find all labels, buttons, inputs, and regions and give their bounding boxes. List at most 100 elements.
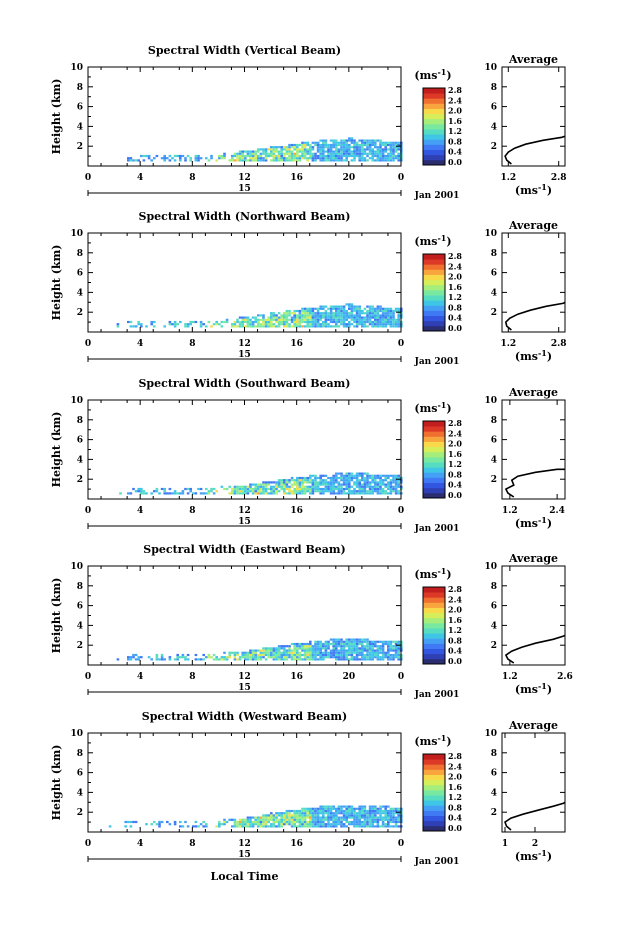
heatmap-cell bbox=[225, 820, 229, 824]
heatmap-cell bbox=[280, 479, 283, 482]
heatmap-cell bbox=[392, 141, 395, 144]
heatmap-cell bbox=[319, 656, 322, 659]
heatmap-cell bbox=[368, 658, 372, 661]
heatmap-cell bbox=[350, 809, 354, 813]
heatmap-cell bbox=[280, 159, 283, 162]
heatmap-cell bbox=[290, 146, 294, 149]
heatmap-cell bbox=[392, 320, 395, 324]
heatmap-cell bbox=[314, 479, 317, 482]
heatmap-cell bbox=[285, 146, 289, 149]
heatmap-cell bbox=[254, 157, 257, 160]
heatmap-cell bbox=[267, 483, 270, 486]
heatmap-cell bbox=[316, 485, 320, 488]
colorbar-tick-label: 1.2 bbox=[448, 292, 462, 302]
heatmap-cell bbox=[228, 818, 231, 821]
heatmap-cell bbox=[296, 146, 299, 149]
heatmap-cell bbox=[275, 483, 278, 486]
heatmap-cell bbox=[316, 481, 320, 484]
profile-title: Average bbox=[508, 386, 558, 399]
heatmap-cell bbox=[376, 152, 380, 155]
heatmap-cell bbox=[389, 642, 393, 646]
heatmap-cell bbox=[345, 146, 348, 149]
heatmap-cell bbox=[298, 823, 302, 826]
heatmap-cell bbox=[176, 658, 179, 661]
colorbar-segment bbox=[423, 779, 445, 786]
heatmap-cell bbox=[246, 818, 250, 821]
heatmap-cell bbox=[322, 814, 325, 817]
heatmap-cell bbox=[264, 323, 268, 326]
heatmap-cell bbox=[168, 159, 172, 162]
heatmap-cell bbox=[337, 487, 341, 491]
heatmap-cell bbox=[270, 154, 273, 158]
heatmap-cell bbox=[223, 820, 226, 824]
heatmap-cell bbox=[173, 320, 177, 324]
heatmap-cell bbox=[288, 152, 291, 155]
heatmap-cell bbox=[249, 483, 252, 486]
heatmap-cell bbox=[251, 157, 255, 160]
heatmap-cell bbox=[272, 318, 276, 321]
colorbar-unit: (ms-1) bbox=[414, 400, 451, 415]
heatmap-cell bbox=[358, 485, 361, 488]
heatmap-cell bbox=[324, 487, 328, 491]
heatmap-cell bbox=[262, 316, 265, 319]
heatmap-cell bbox=[374, 159, 377, 162]
heatmap-cell bbox=[394, 485, 398, 488]
heatmap-cell bbox=[314, 653, 317, 657]
heatmap-cell bbox=[394, 309, 398, 313]
y-tick-label: 6 bbox=[77, 269, 83, 279]
heatmap-cell bbox=[340, 487, 343, 491]
heatmap-cell bbox=[335, 487, 338, 491]
heatmap-cell bbox=[319, 139, 322, 142]
heatmap-cell bbox=[366, 143, 369, 147]
colorbar-tick-label: 1.2 bbox=[448, 459, 462, 469]
heatmap-cell bbox=[140, 490, 143, 493]
heatmap-cell bbox=[332, 638, 335, 641]
heatmap-cell bbox=[280, 485, 283, 488]
heatmap-cell bbox=[342, 656, 346, 659]
heatmap-cell bbox=[267, 649, 270, 652]
heatmap-cell bbox=[249, 816, 252, 819]
heatmap-cell bbox=[254, 152, 257, 155]
heatmap-cell bbox=[319, 649, 322, 652]
heatmap-cell bbox=[345, 159, 348, 162]
heatmap-cell bbox=[335, 472, 338, 475]
heatmap-cell bbox=[244, 653, 247, 657]
heatmap-cell bbox=[384, 323, 387, 326]
heatmap-cell bbox=[350, 651, 354, 654]
heatmap-cell bbox=[280, 318, 283, 321]
heatmap-cell bbox=[158, 658, 161, 661]
heatmap-cell bbox=[324, 139, 328, 142]
heatmap-cell bbox=[324, 143, 328, 147]
heatmap-cell bbox=[129, 157, 133, 160]
heatmap-cell bbox=[397, 647, 400, 650]
heatmap-cell bbox=[337, 483, 341, 486]
heatmap-cell bbox=[290, 653, 294, 657]
heatmap-cell bbox=[153, 325, 156, 328]
heatmap-cell bbox=[285, 814, 289, 817]
heatmap-cell bbox=[335, 139, 338, 142]
heatmap-cell bbox=[350, 154, 354, 158]
heatmap-cell bbox=[241, 651, 244, 654]
heatmap-cell bbox=[290, 649, 294, 652]
heatmap-cell bbox=[176, 653, 179, 657]
heatmap-cell bbox=[355, 656, 359, 659]
heatmap-cell bbox=[392, 640, 395, 643]
heatmap-cell bbox=[179, 820, 182, 824]
heatmap-cell bbox=[311, 485, 315, 488]
heatmap-cell bbox=[324, 485, 328, 488]
heatmap-cell bbox=[350, 653, 354, 657]
heatmap-cell bbox=[277, 483, 281, 486]
profile-y-tick-label: 4 bbox=[491, 122, 497, 132]
heatmap-cell bbox=[259, 159, 263, 162]
profile-unit-close: ) bbox=[547, 683, 552, 696]
heatmap-cell bbox=[298, 825, 302, 828]
heatmap-cell bbox=[233, 658, 237, 661]
heatmap-cell bbox=[296, 325, 299, 328]
heatmap-cell bbox=[379, 157, 382, 160]
colorbar-tick-label: 2.0 bbox=[448, 772, 462, 782]
heatmap-cell bbox=[220, 656, 224, 659]
heatmap-cell bbox=[327, 640, 330, 643]
heatmap-cell bbox=[311, 823, 315, 826]
heatmap-cell bbox=[270, 318, 273, 321]
heatmap-cell bbox=[363, 152, 367, 155]
